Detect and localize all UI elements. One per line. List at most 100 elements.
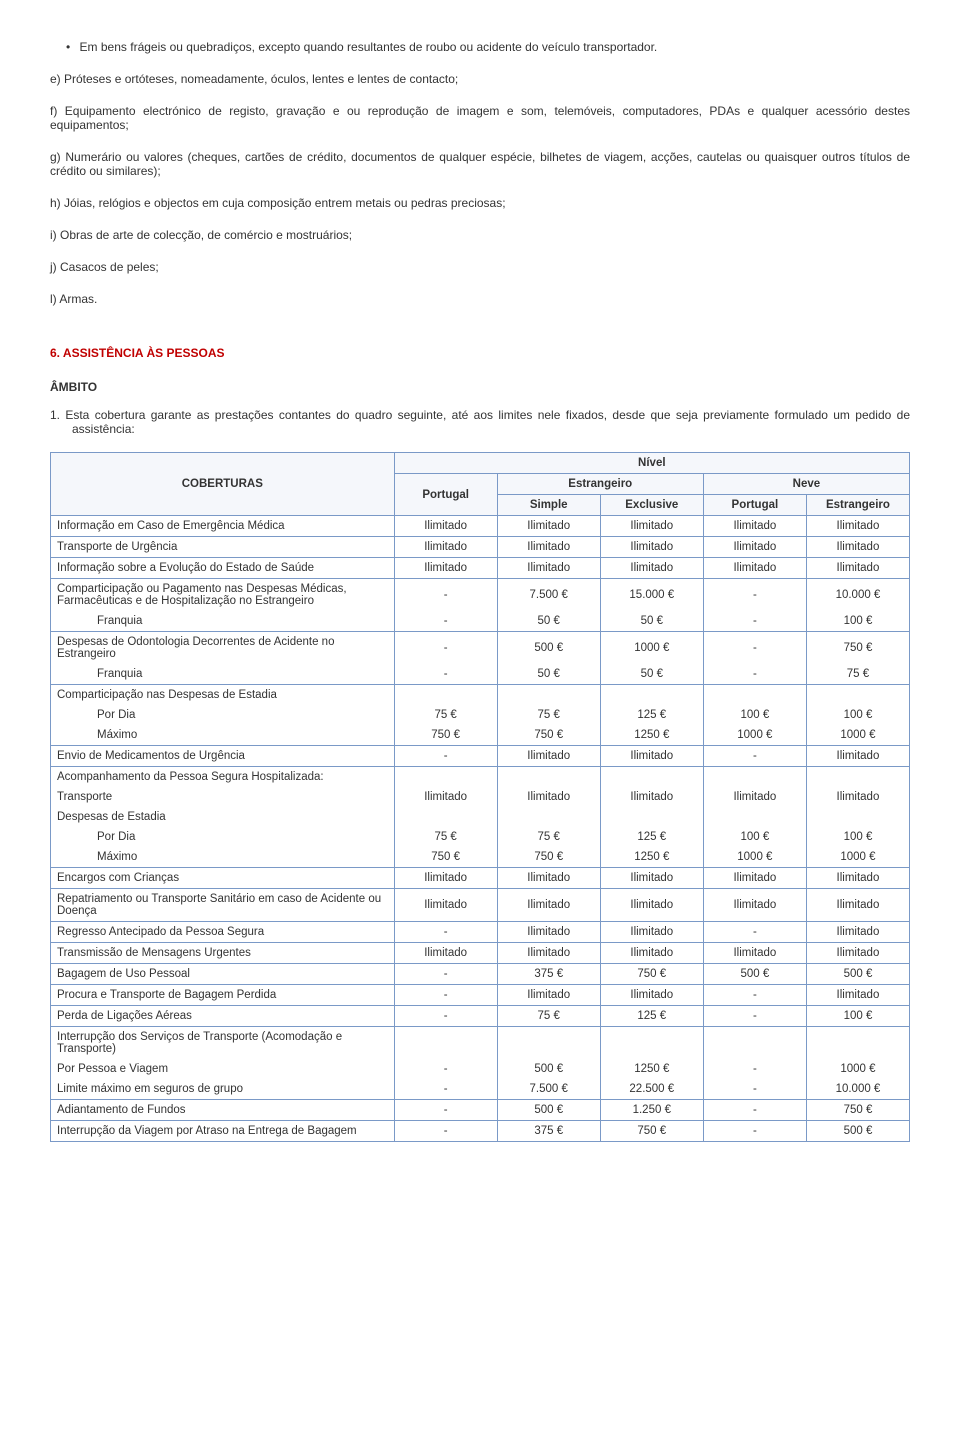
table-cell: Ilimitado (806, 558, 909, 579)
table-cell: Ilimitado (806, 868, 909, 889)
table-row-label: Comparticipação ou Pagamento nas Despesa… (51, 579, 395, 612)
table-cell: Ilimitado (600, 516, 703, 537)
table-cell (497, 767, 600, 788)
table-row-sublabel: Máximo (51, 725, 395, 746)
table-cell: 75 € (394, 705, 497, 725)
table-row-label: Perda de Ligações Aéreas (51, 1006, 395, 1027)
table-cell: 1000 € (703, 847, 806, 868)
table-cell: Ilimitado (394, 558, 497, 579)
table-cell: Ilimitado (497, 889, 600, 922)
table-row: Regresso Antecipado da Pessoa Segura-Ili… (51, 922, 910, 943)
table-cell (394, 807, 497, 827)
table-cell: - (703, 664, 806, 685)
table-cell (394, 767, 497, 788)
table-cell: 75 € (497, 1006, 600, 1027)
table-cell: 1.250 € (600, 1100, 703, 1121)
table-cell: Ilimitado (600, 985, 703, 1006)
table-cell: 1250 € (600, 847, 703, 868)
table-cell: Ilimitado (703, 558, 806, 579)
table-row-sublabel: Máximo (51, 847, 395, 868)
th-neve-portugal: Portugal (703, 495, 806, 516)
table-cell: - (703, 1059, 806, 1079)
table-cell: Ilimitado (394, 787, 497, 807)
table-cell: Ilimitado (394, 537, 497, 558)
table-row-label: Informação em Caso de Emergência Médica (51, 516, 395, 537)
table-cell: Ilimitado (703, 787, 806, 807)
table-row-label: Informação sobre a Evolução do Estado de… (51, 558, 395, 579)
table-cell: - (703, 1121, 806, 1142)
table-cell: - (703, 632, 806, 665)
table-row: Acompanhamento da Pessoa Segura Hospital… (51, 767, 910, 788)
table-cell: Ilimitado (497, 558, 600, 579)
table-cell: 375 € (497, 1121, 600, 1142)
table-cell: 75 € (394, 827, 497, 847)
table-cell: Ilimitado (394, 943, 497, 964)
table-cell: 15.000 € (600, 579, 703, 612)
table-cell: 750 € (806, 632, 909, 665)
table-cell: - (394, 922, 497, 943)
table-cell: - (394, 1079, 497, 1100)
th-simple: Simple (497, 495, 600, 516)
table-row-label: Transporte (51, 787, 395, 807)
table-row: Por Dia75 €75 €125 €100 €100 € (51, 827, 910, 847)
table-cell: - (703, 746, 806, 767)
coverage-table: COBERTURAS Nível Portugal Estrangeiro Ne… (50, 452, 910, 1142)
table-cell: 750 € (600, 1121, 703, 1142)
table-cell: 75 € (806, 664, 909, 685)
table-cell: 500 € (497, 1100, 600, 1121)
table-cell: Ilimitado (497, 516, 600, 537)
table-cell: Ilimitado (806, 922, 909, 943)
table-row-label: Repatriamento ou Transporte Sanitário em… (51, 889, 395, 922)
table-cell: Ilimitado (394, 889, 497, 922)
table-cell: 100 € (806, 1006, 909, 1027)
table-cell: Ilimitado (703, 537, 806, 558)
th-exclusive: Exclusive (600, 495, 703, 516)
table-cell: 10.000 € (806, 579, 909, 612)
table-cell: 7.500 € (497, 1079, 600, 1100)
table-row: Informação sobre a Evolução do Estado de… (51, 558, 910, 579)
table-row-sublabel: Por Dia (51, 705, 395, 725)
table-row-label: Despesas de Estadia (51, 807, 395, 827)
bullet-item: Em bens frágeis ou quebradiços, excepto … (50, 40, 910, 54)
table-cell: 50 € (600, 664, 703, 685)
table-cell: 75 € (497, 705, 600, 725)
table-row: Comparticipação nas Despesas de Estadia (51, 685, 910, 706)
table-row: Comparticipação ou Pagamento nas Despesa… (51, 579, 910, 612)
table-cell: - (703, 985, 806, 1006)
table-cell: Ilimitado (806, 746, 909, 767)
table-row: Interrupção da Viagem por Atraso na Entr… (51, 1121, 910, 1142)
table-cell: Ilimitado (394, 516, 497, 537)
table-row: Franquia-50 €50 €-100 € (51, 611, 910, 632)
table-cell (703, 807, 806, 827)
table-cell: 50 € (497, 664, 600, 685)
table-row: Perda de Ligações Aéreas-75 €125 €-100 € (51, 1006, 910, 1027)
table-cell: Ilimitado (497, 943, 600, 964)
table-cell: 100 € (703, 827, 806, 847)
paragraph-g: g) Numerário ou valores (cheques, cartõe… (50, 150, 910, 178)
table-row-label: Comparticipação nas Despesas de Estadia (51, 685, 395, 706)
table-cell: - (703, 579, 806, 612)
table-row: Adiantamento de Fundos-500 €1.250 €-750 … (51, 1100, 910, 1121)
table-cell: 750 € (600, 964, 703, 985)
table-cell (600, 1027, 703, 1060)
table-cell: Ilimitado (497, 746, 600, 767)
table-cell (703, 767, 806, 788)
table-cell (394, 1027, 497, 1060)
table-cell: 100 € (806, 611, 909, 632)
table-cell: Ilimitado (600, 746, 703, 767)
table-cell: - (394, 1121, 497, 1142)
table-cell: Ilimitado (600, 787, 703, 807)
table-row: Por Pessoa e Viagem-500 €1250 €-1000 € (51, 1059, 910, 1079)
table-cell: - (394, 1100, 497, 1121)
table-cell: 1000 € (600, 632, 703, 665)
table-cell: Ilimitado (703, 889, 806, 922)
paragraph-h: h) Jóias, relógios e objectos em cuja co… (50, 196, 910, 210)
table-cell: Ilimitado (600, 889, 703, 922)
paragraph-l: l) Armas. (50, 292, 910, 306)
table-row-label: Limite máximo em seguros de grupo (51, 1079, 395, 1100)
table-cell (600, 685, 703, 706)
th-neve: Neve (703, 474, 909, 495)
table-row: Interrupção dos Serviços de Transporte (… (51, 1027, 910, 1060)
table-cell: - (394, 746, 497, 767)
table-cell: 750 € (394, 847, 497, 868)
